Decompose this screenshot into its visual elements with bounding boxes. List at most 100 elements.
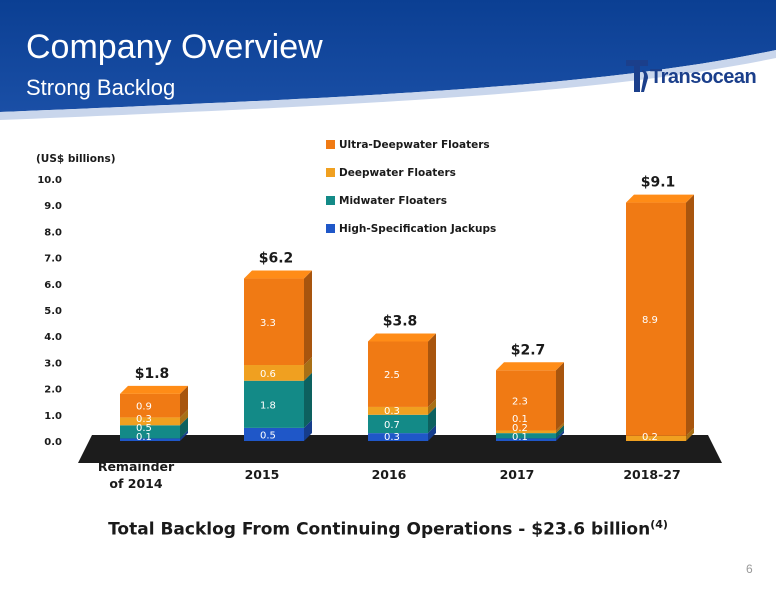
data-label: 2.3	[512, 396, 528, 407]
data-label: 0.1	[512, 432, 528, 443]
bar-segment	[368, 406, 428, 415]
data-label: 3.3	[260, 318, 276, 329]
bar-segment	[368, 433, 428, 441]
bar-segment-side	[686, 194, 694, 436]
category-labels: Remainder of 2014 2015 2016 2017 2018-27	[98, 459, 681, 491]
backlog-chart: Ultra-Deepwater Floaters Deepwater Floate…	[36, 139, 722, 491]
legend-swatch	[326, 224, 335, 233]
bar-segment-side	[686, 427, 694, 441]
bar-segment	[120, 425, 180, 439]
category-label: 2015	[245, 467, 280, 482]
bar-top-cap	[626, 194, 694, 203]
total-label: $6.2	[259, 251, 294, 267]
bar-segment-side	[556, 362, 564, 431]
legend-swatch	[326, 196, 335, 205]
banner-shape	[0, 0, 776, 112]
bar-segment-side	[556, 425, 564, 439]
chart-floor	[78, 435, 722, 463]
bar-segment-side	[428, 425, 436, 441]
category-label: Remainder	[98, 459, 175, 474]
total-backlog-note: Total Backlog From Continuing Operations…	[0, 518, 776, 540]
y-tick-label: 5.0	[44, 306, 62, 317]
category-label: of 2014	[109, 476, 162, 491]
legend-swatch	[326, 140, 335, 149]
bar-top-cap	[120, 385, 188, 394]
y-tick-label: 3.0	[44, 358, 62, 369]
legend-label: High-Specification Jackups	[339, 223, 496, 235]
total-label: $3.8	[383, 313, 418, 329]
data-label: 0.6	[260, 369, 276, 380]
y-tick-label: 10.0	[37, 175, 62, 186]
banner-swoosh	[0, 50, 776, 120]
legend-label: Deepwater Floaters	[339, 167, 456, 179]
data-label: 2.5	[384, 370, 400, 381]
bar-segment	[244, 380, 304, 428]
data-label: 0.1	[136, 432, 152, 443]
page-title: Company Overview	[26, 28, 323, 66]
data-label: 0.2	[512, 423, 528, 434]
total-label: $2.7	[511, 342, 546, 358]
data-label: 0.3	[136, 414, 152, 425]
bar-segment-side	[304, 372, 312, 428]
data-label: 0.9	[136, 402, 152, 413]
y-tick-label: 8.0	[44, 227, 62, 238]
unit-label: (US$ billions)	[36, 153, 116, 165]
data-label: 0.3	[384, 406, 400, 417]
title-banner	[0, 0, 776, 120]
y-tick-label: 9.0	[44, 201, 62, 212]
category-label: 2017	[500, 467, 535, 482]
bar-group: 0.10.50.30.9$1.80.51.80.63.3$6.20.30.70.…	[120, 175, 694, 443]
page-subtitle: Strong Backlog	[26, 75, 176, 100]
bar-segment	[496, 370, 556, 431]
y-tick-label: 2.0	[44, 385, 62, 396]
data-label: 0.1	[512, 414, 528, 425]
data-label: 0.5	[260, 430, 276, 441]
bar-stack: 0.2 8.9 $9.1	[626, 175, 694, 443]
legend-swatch	[326, 168, 335, 177]
bar-segment-side	[428, 333, 436, 407]
category-label: 2016	[372, 467, 407, 482]
bar-segment-side	[304, 419, 312, 441]
bar-segment	[626, 202, 686, 436]
bar-segment	[244, 365, 304, 381]
bar-segment-side	[180, 430, 188, 441]
data-label: 1.8	[260, 400, 276, 411]
y-tick-label: 6.0	[44, 280, 62, 291]
legend-label: Midwater Floaters	[339, 195, 447, 207]
bar-segment	[120, 417, 180, 426]
data-label: 0.2	[642, 432, 658, 443]
bar-top-cap	[496, 362, 564, 371]
y-tick-label: 1.0	[44, 411, 62, 422]
category-label: 2018-27	[623, 467, 680, 482]
chart-legend: Ultra-Deepwater Floaters Deepwater Floate…	[326, 139, 496, 235]
bar-stack: 0.10.20.1 2.3 $2.7	[496, 342, 564, 443]
data-label: 0.7	[384, 420, 400, 431]
legend-label: Ultra-Deepwater Floaters	[339, 139, 490, 151]
bar-segment	[496, 438, 556, 441]
bar-stack: 0.10.50.30.9 $1.8	[120, 366, 188, 443]
bar-segment-side	[304, 357, 312, 381]
bar-segment-side	[428, 406, 436, 434]
bar-segment	[244, 427, 304, 441]
page-number: 6	[746, 562, 753, 576]
footnote-reference: (4)	[650, 518, 668, 531]
bar-segment	[120, 393, 180, 418]
total-backlog-text: Total Backlog From Continuing Operations…	[108, 519, 651, 540]
data-label: 8.9	[642, 315, 658, 326]
bar-segment-side	[556, 422, 564, 434]
bar-top-cap	[244, 270, 312, 279]
bar-segment	[368, 414, 428, 434]
y-tick-label: 0.0	[44, 437, 62, 448]
bar-segment-side	[556, 430, 564, 441]
data-label: 0.3	[384, 432, 400, 443]
bar-top-cap	[368, 333, 436, 342]
bar-segment-side	[428, 398, 436, 415]
bar-segment-side	[180, 385, 188, 418]
bar-stack: 0.30.70.32.5$3.8	[368, 313, 436, 443]
y-tick-label: 7.0	[44, 254, 62, 265]
chart-floor-plane	[78, 435, 722, 463]
transocean-logo-icon	[626, 60, 648, 92]
y-tick-label: 4.0	[44, 332, 62, 343]
bar-segment	[626, 435, 686, 441]
logo-text: Transocean	[650, 66, 757, 88]
